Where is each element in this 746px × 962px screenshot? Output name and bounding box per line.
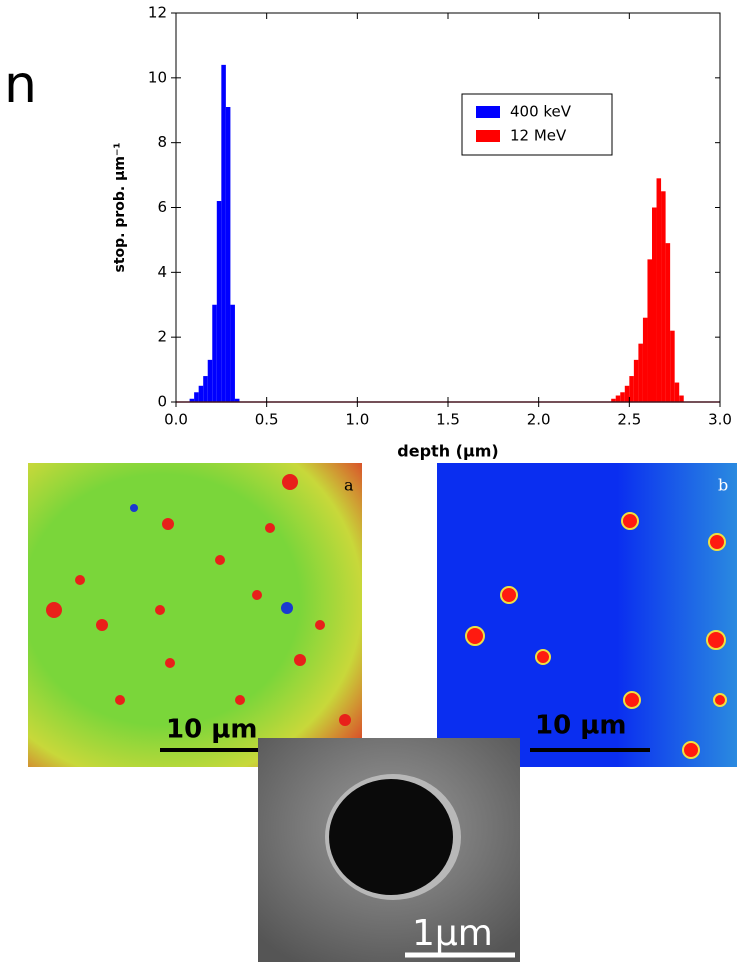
map-spots-a xyxy=(46,474,351,726)
bar xyxy=(674,382,680,402)
bar xyxy=(624,385,630,402)
panel-label: b xyxy=(718,476,728,495)
x-tick-label: 0.0 xyxy=(164,411,188,429)
bar xyxy=(665,243,671,402)
slide-text: n xyxy=(4,55,37,115)
legend-swatch xyxy=(476,106,500,118)
legend-swatch xyxy=(476,130,500,142)
bar xyxy=(670,330,675,402)
bar xyxy=(189,398,195,402)
bar xyxy=(656,178,662,402)
x-tick-label: 2.5 xyxy=(617,411,641,429)
x-tick-label: 2.0 xyxy=(527,411,551,429)
scale-bar-label: 10 µm xyxy=(166,715,257,745)
bar xyxy=(225,107,231,402)
bar xyxy=(216,201,222,402)
panel-label: a xyxy=(344,476,354,495)
y-tick-label: 10 xyxy=(148,68,167,86)
y-tick-label: 6 xyxy=(157,198,167,216)
y-tick-label: 8 xyxy=(157,133,167,151)
legend-label: 400 keV xyxy=(510,103,572,121)
x-tick-label: 3.0 xyxy=(708,411,732,429)
scale-bar-label: 10 µm xyxy=(535,711,626,741)
y-tick-label: 4 xyxy=(157,263,167,281)
bar xyxy=(203,376,208,402)
bar xyxy=(230,304,235,402)
bar xyxy=(198,385,204,402)
bar xyxy=(221,64,226,402)
bar xyxy=(638,343,643,402)
bar xyxy=(679,395,684,402)
bar xyxy=(194,392,199,402)
bar xyxy=(633,359,639,402)
x-axis-title: depth (µm) xyxy=(397,442,498,461)
bar xyxy=(652,207,657,402)
bar xyxy=(207,359,213,402)
y-tick-label: 2 xyxy=(157,328,167,346)
bar xyxy=(212,304,217,402)
map-spot xyxy=(281,602,293,614)
bar xyxy=(611,398,616,402)
bar xyxy=(620,392,625,402)
bar xyxy=(647,259,652,402)
x-tick-label: 1.5 xyxy=(436,411,460,429)
y-tick-label: 0 xyxy=(157,393,167,411)
histogram-chart: 0 2 4 6 8 10 12 0.0 0.5 1.0 1.5 2.0 2.5 3.0 depth (µm)… xyxy=(112,4,732,461)
bar xyxy=(642,317,648,402)
bar xyxy=(661,191,666,402)
legend-box xyxy=(461,93,613,156)
map-image-a xyxy=(28,463,362,767)
map-image-b xyxy=(437,463,737,767)
sem-hole xyxy=(329,779,453,895)
bar xyxy=(615,395,621,402)
y-tick-label: 12 xyxy=(148,4,167,22)
legend-label: 12 MeV xyxy=(510,127,567,145)
y-axis-title: stop. prob. µm⁻¹ xyxy=(112,142,128,272)
x-tick-label: 1.0 xyxy=(345,411,369,429)
bar xyxy=(629,376,634,402)
scale-bar-label: 1µm xyxy=(412,913,493,954)
x-tick-label: 0.5 xyxy=(255,411,279,429)
bar xyxy=(234,398,240,402)
map-spots-b xyxy=(465,512,727,759)
map-spot xyxy=(130,504,138,512)
